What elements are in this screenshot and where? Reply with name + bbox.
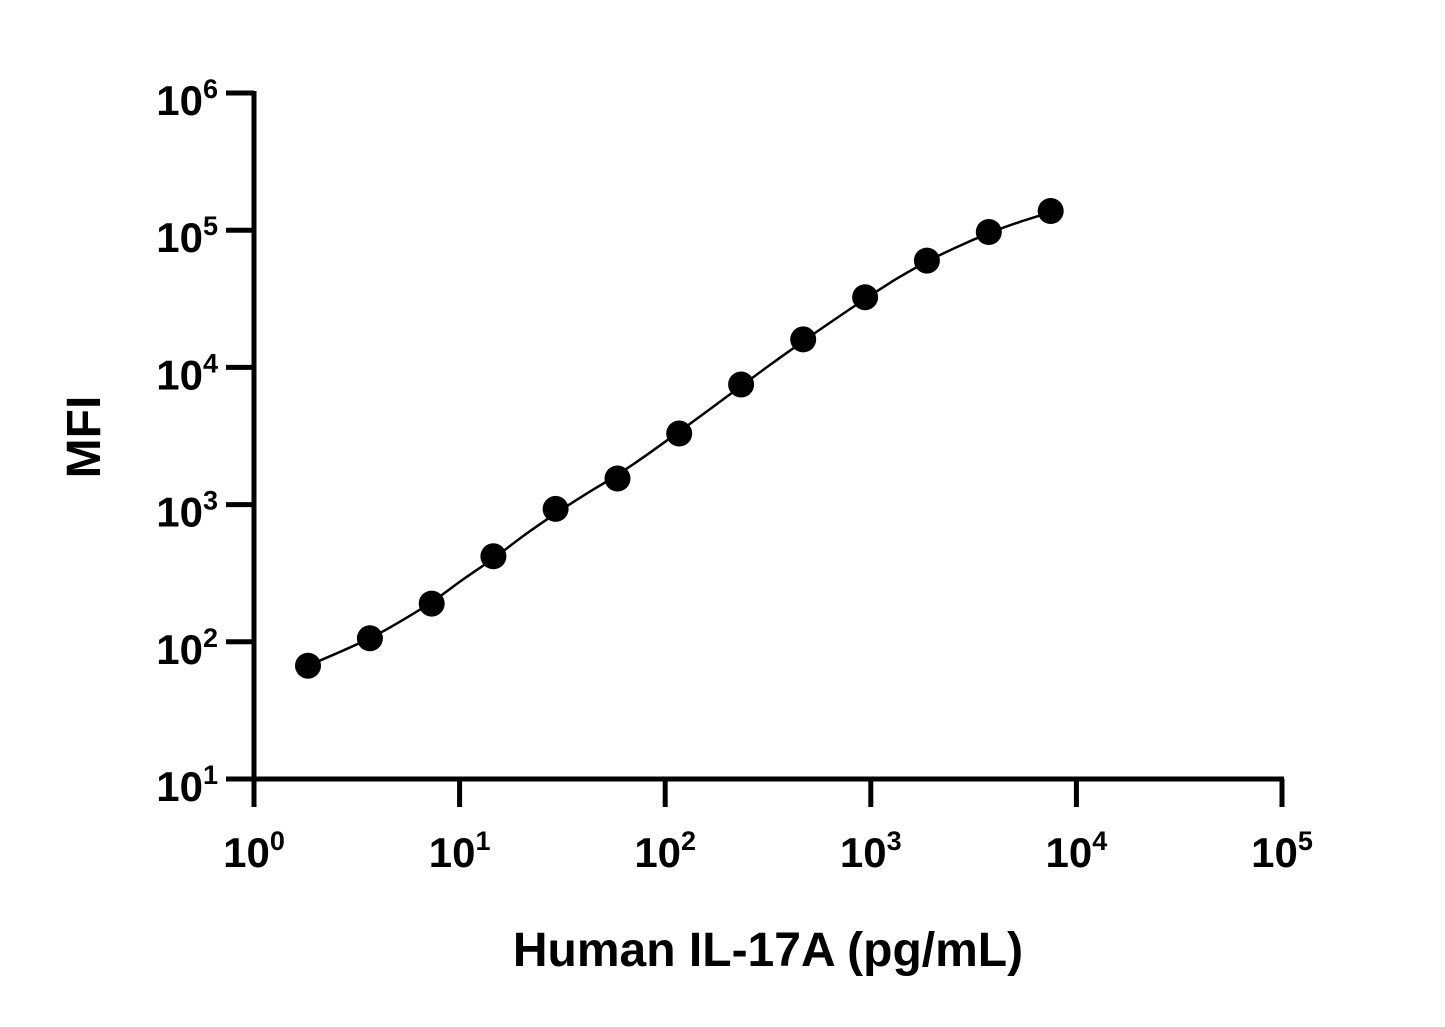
y-tick-label-2: 103 (156, 486, 218, 536)
x-axis-title: Human IL-17A (pg/mL) (513, 924, 1023, 977)
data-point-4 (542, 495, 569, 522)
x-tick-label-1: 101 (429, 826, 491, 876)
data-point-12 (1037, 198, 1064, 224)
data-point-9 (852, 284, 879, 311)
y-tick-label-4: 105 (156, 211, 218, 261)
x-tick-label-0: 100 (223, 826, 285, 876)
y-tick-label-3: 104 (156, 348, 218, 398)
x-tick-label-3: 103 (840, 826, 902, 876)
x-tick-label-2: 102 (634, 826, 696, 876)
y-tick-label-0: 101 (156, 760, 218, 810)
x-tick-label-4: 104 (1046, 826, 1108, 876)
data-point-5 (604, 465, 631, 492)
data-point-10 (913, 247, 940, 274)
y-axis-title: MFI (58, 396, 111, 479)
x-tick-label-5: 105 (1251, 826, 1313, 876)
data-point-6 (666, 420, 693, 447)
data-point-11 (975, 219, 1002, 245)
data-points (295, 198, 1064, 679)
data-point-3 (480, 543, 507, 570)
axes (251, 91, 1284, 782)
data-point-2 (418, 590, 445, 617)
y-tick-label-5: 106 (156, 74, 218, 124)
data-point-7 (728, 371, 755, 398)
data-point-0 (295, 652, 321, 679)
y-tick-label-1: 102 (156, 623, 218, 673)
data-point-1 (356, 625, 383, 652)
data-point-8 (790, 326, 817, 353)
